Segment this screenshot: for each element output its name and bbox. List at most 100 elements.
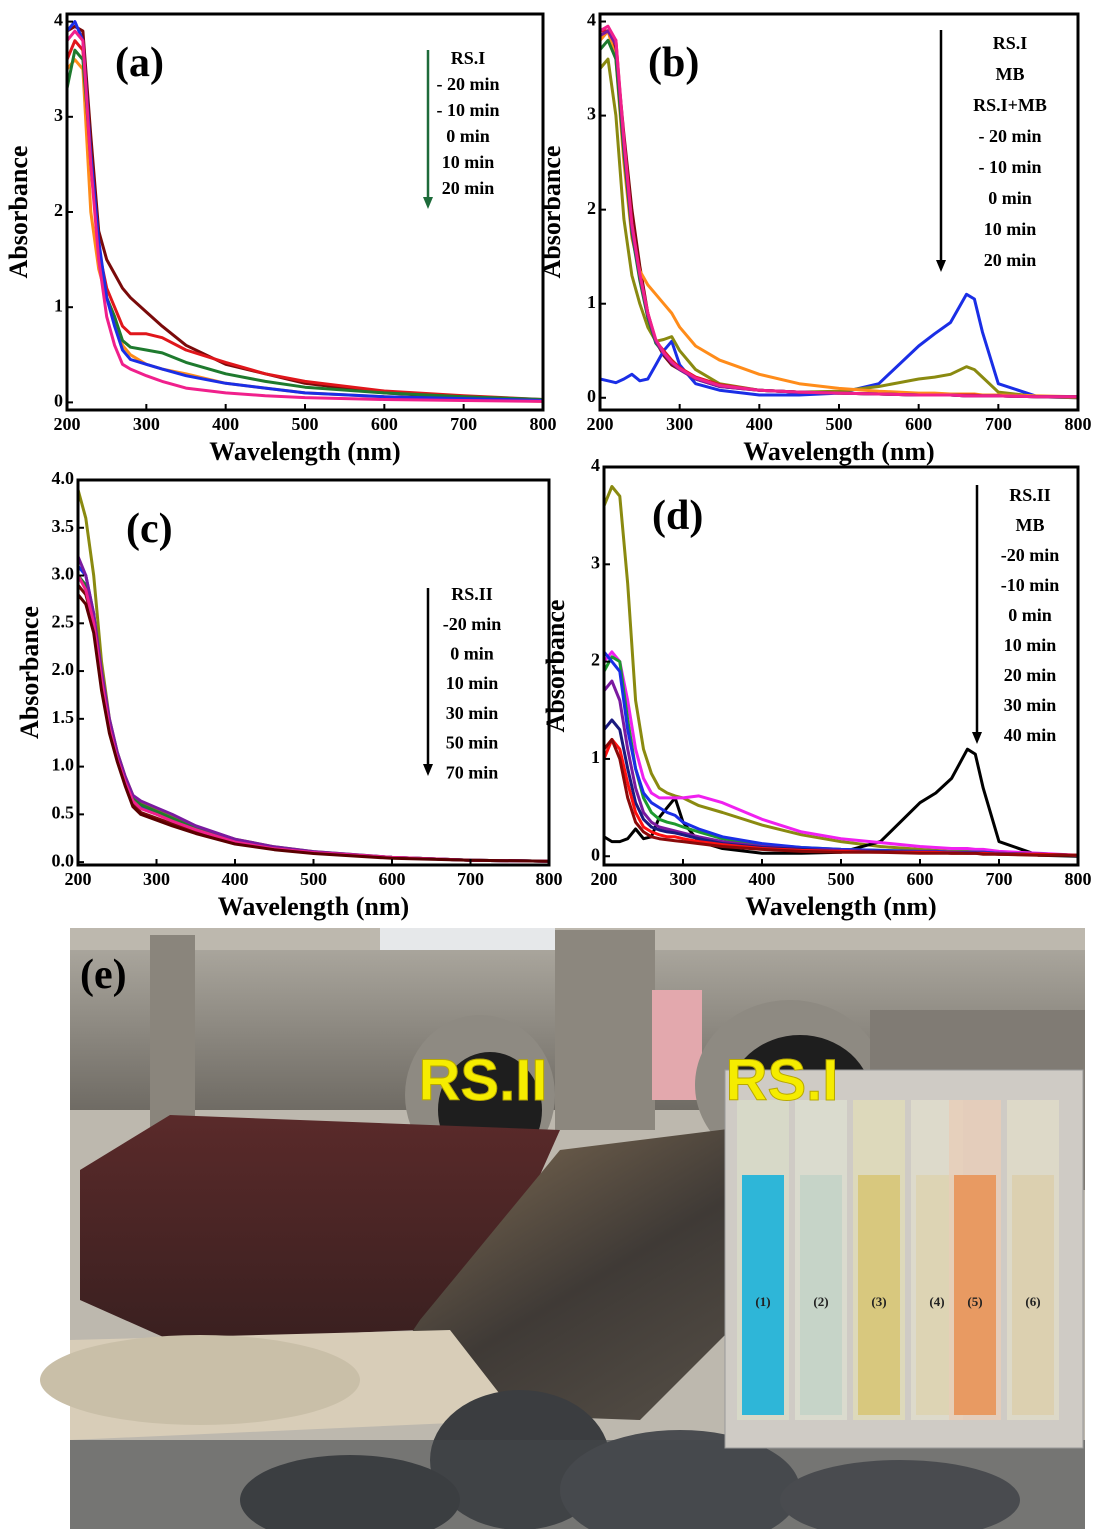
legend-entry: RS.II: [1009, 485, 1051, 505]
series-line: [67, 29, 543, 403]
pillar: [150, 935, 195, 1145]
x-tick-label: 700: [986, 869, 1013, 889]
y-tick-label: 3.5: [52, 516, 75, 536]
y-tick-label: 1: [587, 292, 596, 312]
y-tick-label: 1.5: [52, 707, 75, 727]
legend-entry: -20 min: [443, 614, 502, 634]
x-tick-label: 400: [749, 869, 776, 889]
photo: (e) RS.II RS.I (1) (2) (3) (4) (5) (6): [40, 928, 1085, 1534]
y-axis-title: Absorbance: [537, 146, 566, 279]
y-tick-label: 1.0: [52, 755, 75, 775]
x-tick-label: 200: [54, 414, 81, 434]
legend-entry: 0 min: [450, 644, 494, 664]
legend-entry: 70 min: [446, 762, 499, 782]
y-tick-label: 2: [591, 650, 600, 670]
panel-label: (d): [652, 493, 703, 539]
legend-arrowhead: [972, 732, 982, 744]
x-tick-label: 300: [143, 869, 170, 889]
x-tick-label: 700: [985, 414, 1012, 434]
y-tick-label: 4: [587, 10, 596, 30]
series-line: [78, 593, 549, 863]
cuvette-liquid: [742, 1175, 784, 1415]
x-tick-label: 800: [530, 414, 557, 434]
y-tick-label: 3: [587, 104, 596, 124]
effluent-rs2: [80, 1115, 560, 1340]
legend-entry: -10 min: [1001, 575, 1060, 595]
cuvette-label: (6): [1025, 1294, 1040, 1309]
legend-entry: 10 min: [984, 219, 1037, 239]
x-tick-label: 200: [591, 869, 618, 889]
x-axis-title: Wavelength (nm): [209, 437, 400, 466]
y-tick-label: 1: [591, 747, 600, 767]
x-tick-label: 600: [371, 414, 398, 434]
y-axis-title: Absorbance: [4, 146, 33, 279]
legend-arrowhead: [423, 197, 433, 209]
cuvette-label: (3): [871, 1294, 886, 1309]
series-line: [604, 738, 1078, 857]
x-tick-label: 400: [222, 869, 249, 889]
legend-entry: 30 min: [1004, 695, 1057, 715]
panel-label: (b): [648, 40, 699, 86]
legend-entry: MB: [1016, 515, 1045, 535]
y-axis-title: Absorbance: [15, 606, 44, 739]
y-tick-label: 4: [591, 455, 600, 475]
legend-entry: 10 min: [442, 152, 495, 172]
legend-entry: 20 min: [1004, 665, 1057, 685]
cuvette-liquid: [954, 1175, 996, 1415]
x-tick-label: 400: [212, 414, 239, 434]
series-line: [600, 24, 1078, 399]
x-tick-label: 600: [379, 869, 406, 889]
x-tick-label: 400: [746, 414, 773, 434]
y-tick-label: 3: [54, 105, 63, 125]
y-axis-title: Absorbance: [541, 600, 570, 733]
cuvette-liquid: [858, 1175, 900, 1415]
x-tick-label: 700: [450, 414, 477, 434]
y-tick-label: 0.5: [52, 802, 75, 822]
x-tick-label: 500: [300, 869, 327, 889]
x-tick-label: 500: [826, 414, 853, 434]
panel-label: (c): [126, 506, 173, 552]
series-line: [604, 747, 1078, 858]
x-tick-label: 700: [457, 869, 484, 889]
y-tick-label: 4: [54, 10, 63, 30]
cuvette-liquid: [1012, 1175, 1054, 1415]
legend-entry: 50 min: [446, 733, 499, 753]
cuvette-liquid: [800, 1175, 842, 1415]
cuvette-label: (4): [929, 1294, 944, 1309]
x-tick-label: 600: [905, 414, 932, 434]
x-tick-label: 800: [536, 869, 563, 889]
legend-entry: - 10 min: [979, 157, 1042, 177]
legend-entry: -20 min: [1001, 545, 1060, 565]
series-line: [600, 292, 1078, 400]
panel-label: (e): [80, 952, 127, 998]
x-tick-label: 500: [292, 414, 319, 434]
x-tick-label: 600: [907, 869, 934, 889]
chart: 200 300 400 500 600 700 800 0 1 2 3 4 Wavelength (nm…: [537, 10, 1092, 466]
cuvettes: [737, 1100, 1059, 1420]
legend-arrowhead: [936, 260, 946, 272]
legend-entry: MB: [996, 64, 1025, 84]
pillar: [555, 930, 655, 1130]
y-tick-label: 2: [587, 198, 596, 218]
x-tick-label: 200: [587, 414, 614, 434]
cuvette-label: (5): [967, 1294, 982, 1309]
x-tick-label: 800: [1065, 869, 1092, 889]
y-tick-label: 0.0: [52, 850, 75, 870]
legend-entry: - 20 min: [437, 74, 500, 94]
x-tick-label: 500: [828, 869, 855, 889]
series-line: [604, 655, 1078, 857]
chart: 200 300 400 500 600 700 800 0 1 2 3 4 Wavelength (nm…: [541, 455, 1092, 921]
legend-entry: RS.II: [451, 584, 493, 604]
legend-entry: 10 min: [446, 673, 499, 693]
x-tick-label: 300: [666, 414, 693, 434]
y-tick-label: 0: [54, 391, 63, 411]
chart: 200 300 400 500 600 700 800 0 1 2 3 4 Wavelength (nm…: [4, 10, 557, 466]
rocks: [70, 1440, 1085, 1529]
x-tick-label: 800: [1065, 414, 1092, 434]
x-tick-label: 300: [670, 869, 697, 889]
y-tick-label: 2: [54, 200, 63, 220]
x-tick-label: 200: [65, 869, 92, 889]
legend-entry: RS.I+MB: [973, 95, 1047, 115]
door: [652, 990, 702, 1100]
